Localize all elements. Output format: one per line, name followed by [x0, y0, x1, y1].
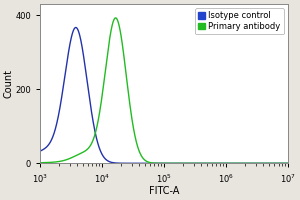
X-axis label: FITC-A: FITC-A: [149, 186, 179, 196]
Y-axis label: Count: Count: [4, 69, 14, 98]
Legend: Isotype control, Primary antibody: Isotype control, Primary antibody: [195, 8, 284, 34]
